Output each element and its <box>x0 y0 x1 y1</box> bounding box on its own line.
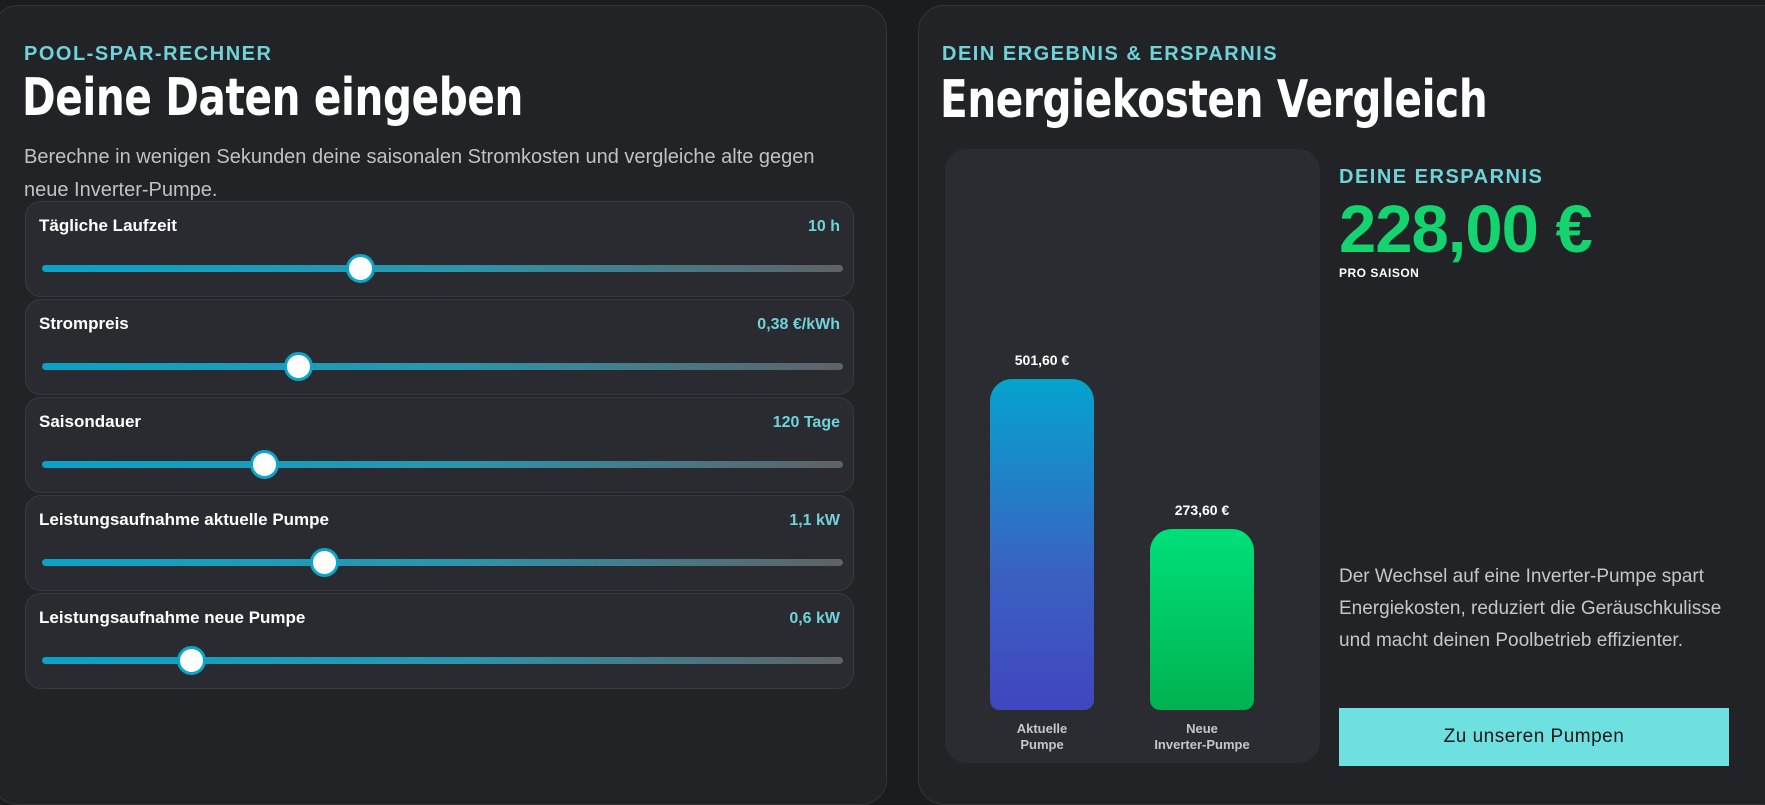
result-card: DEIN ERGEBNIS & ERSPARNIS Energiekosten … <box>918 5 1765 805</box>
intro-text: Berechne in wenigen Sekunden deine saiso… <box>24 146 815 201</box>
result-eyebrow: DEIN ERGEBNIS & ERSPARNIS <box>942 43 1279 65</box>
savings-description: Der Wechsel auf eine Inverter-Pumpe spar… <box>1339 566 1722 651</box>
bar-category-line: Pumpe <box>1020 737 1064 752</box>
slider-value: 120 Tage <box>772 414 840 431</box>
bar-category-label: Aktuelle Pumpe <box>967 721 1117 753</box>
slider-electricity-price: Strompreis 0,38 €/kWh <box>25 299 854 395</box>
savings-label: DEINE ERSPARNIS <box>1339 166 1544 188</box>
slider-thumb[interactable] <box>310 548 340 577</box>
slider-track[interactable] <box>42 548 843 577</box>
savings-amount: 228,00 € <box>1339 192 1593 267</box>
slider-label: Strompreis <box>39 314 129 333</box>
slider-label: Leistungsaufnahme aktuelle Pumpe <box>39 510 330 529</box>
slider-track[interactable] <box>42 352 843 381</box>
slider-track[interactable] <box>42 450 843 479</box>
slider-track[interactable] <box>42 254 843 283</box>
bar-new-pump <box>1150 529 1254 710</box>
slider-thumb[interactable] <box>176 646 206 675</box>
savings-period: PRO SAISON <box>1339 266 1420 280</box>
result-title: Energiekosten Vergleich <box>940 70 1488 130</box>
input-title: Deine Daten eingeben <box>22 68 523 128</box>
slider-thumb[interactable] <box>283 352 313 381</box>
input-card: POOL-SPAR-RECHNER Deine Daten eingeben B… <box>0 5 887 805</box>
slider-season-length: Saisondauer 120 Tage <box>25 397 854 493</box>
bar-current-pump <box>990 379 1094 710</box>
slider-value: 0,6 kW <box>789 610 840 627</box>
slider-thumb[interactable] <box>346 254 376 283</box>
bar-category-line: Neue <box>1186 721 1218 736</box>
bar-category-line: Inverter-Pumpe <box>1154 737 1250 752</box>
cost-comparison-chart: 501,60 € Aktuelle Pumpe 273,60 € Neue In… <box>945 149 1320 763</box>
to-pumps-button[interactable]: Zu unseren Pumpen <box>1339 708 1729 766</box>
slider-track[interactable] <box>42 646 843 675</box>
slider-label: Leistungsaufnahme neue Pumpe <box>39 608 306 627</box>
slider-value: 10 h <box>807 218 840 235</box>
bar-value-label: 501,60 € <box>1014 352 1070 368</box>
bar-category-label: Neue Inverter-Pumpe <box>1127 721 1277 753</box>
slider-current-pump-power: Leistungsaufnahme aktuelle Pumpe 1,1 kW <box>25 495 854 591</box>
slider-value: 1,1 kW <box>789 512 840 529</box>
slider-value: 0,38 €/kWh <box>757 316 840 333</box>
slider-new-pump-power: Leistungsaufnahme neue Pumpe 0,6 kW <box>25 593 854 689</box>
slider-label: Saisondauer <box>39 412 142 431</box>
bar-category-line: Aktuelle <box>1016 721 1068 736</box>
slider-daily-runtime: Tägliche Laufzeit 10 h <box>25 201 854 297</box>
slider-thumb[interactable] <box>250 450 280 479</box>
slider-label: Tägliche Laufzeit <box>39 216 177 235</box>
bar-value-label: 273,60 € <box>1174 502 1230 519</box>
calculator-eyebrow: POOL-SPAR-RECHNER <box>24 43 273 65</box>
